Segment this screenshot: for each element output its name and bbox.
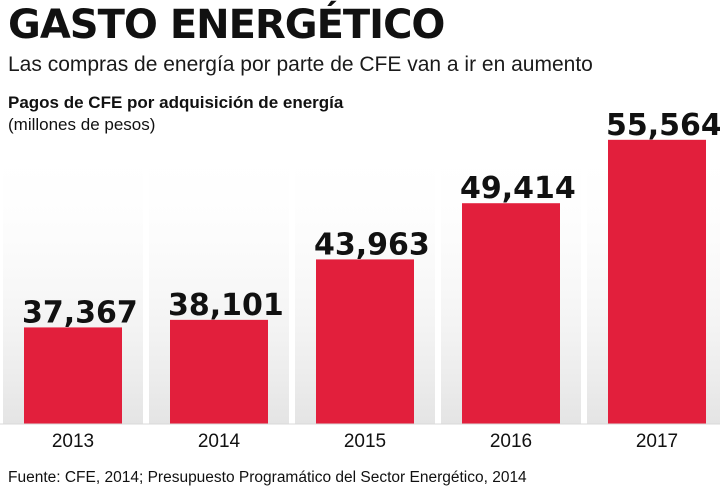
bar-2013 xyxy=(24,327,122,424)
bar-2017 xyxy=(608,139,706,424)
bar-value-label-2017: 55,564 xyxy=(606,108,720,143)
chart-units-label: (millones de pesos) xyxy=(8,115,156,134)
bar-2015 xyxy=(316,259,414,424)
bar-value-label-2015: 43,963 xyxy=(314,227,430,262)
bar-value-label-2013: 37,367 xyxy=(22,295,138,330)
source-note: Fuente: CFE, 2014; Presupuesto Programát… xyxy=(8,469,527,486)
page-title: GASTO ENERGÉTICO xyxy=(8,2,445,48)
chart-title: Pagos de CFE por adquisición de energía xyxy=(8,93,344,112)
page-subtitle: Las compras de energía por parte de CFE … xyxy=(8,53,593,76)
bar-value-label-2016: 49,414 xyxy=(460,171,576,206)
x-tick-label-2014: 2014 xyxy=(198,431,241,452)
bar-value-label-2014: 38,101 xyxy=(168,288,284,323)
bar-2014 xyxy=(170,319,268,424)
x-tick-label-2013: 2013 xyxy=(52,431,94,452)
x-tick-label-2017: 2017 xyxy=(636,431,678,452)
x-tick-label-2015: 2015 xyxy=(344,431,386,452)
bar-2016 xyxy=(462,203,560,424)
x-tick-label-2016: 2016 xyxy=(490,431,532,452)
